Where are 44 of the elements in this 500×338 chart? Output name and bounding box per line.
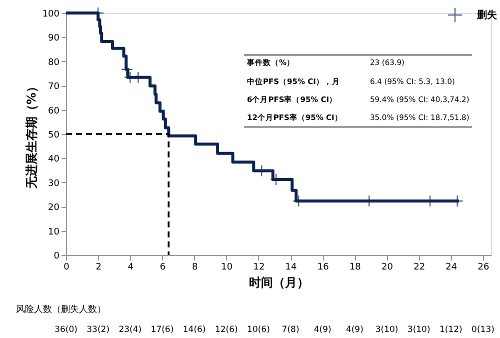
text: 23(4)	[118, 325, 142, 335]
text: 0(13)	[472, 325, 494, 335]
text: 14(6)	[182, 325, 206, 335]
text: 3(10)	[407, 325, 430, 335]
x-tick-label: 16	[317, 262, 330, 272]
x-tick-label: 10	[221, 262, 233, 272]
x-tick-label: 18	[349, 262, 362, 272]
y-tick-label: 70	[48, 82, 60, 92]
y-tick-label: 50	[48, 130, 60, 140]
y-tick-label: 40	[48, 154, 60, 165]
y-tick-label: 30	[48, 178, 60, 189]
y-axis-title: 无进展生存期（%）	[24, 80, 38, 190]
y-tick-label: 0	[54, 252, 60, 262]
y-tick-label: 60	[48, 106, 60, 116]
text: 1(12)	[439, 325, 462, 335]
text: 4(9)	[346, 325, 364, 335]
text: 7(8)	[282, 325, 300, 335]
x-tick-label: 2	[96, 262, 102, 272]
x-tick-label: 14	[285, 262, 298, 272]
x-tick-label: 26	[478, 262, 490, 272]
y-tick-label: 10	[48, 227, 60, 238]
x-tick-label: 4	[128, 262, 134, 272]
text: 风险人数（删失人数）	[16, 304, 106, 315]
text: 10(6)	[247, 325, 270, 335]
y-tick-label: 80	[48, 58, 60, 68]
x-tick-label: 24	[446, 262, 458, 272]
text: 4(9)	[314, 325, 332, 335]
x-tick-label: 6	[160, 262, 166, 272]
text: 36(0)	[54, 325, 78, 335]
y-tick-label: 90	[48, 34, 60, 44]
text: 3(10)	[375, 325, 398, 335]
y-tick-label: 100	[42, 10, 60, 20]
y-tick-label: 20	[48, 203, 60, 214]
text: 33(2)	[86, 325, 110, 335]
x-tick-label: 0	[64, 262, 70, 272]
x-tick-label: 8	[192, 262, 198, 272]
x-tick-label: 20	[382, 262, 394, 272]
x-tick-label: 12	[253, 262, 265, 272]
text: 17(6)	[150, 325, 174, 335]
x-axis-title: 时间（月）	[249, 276, 309, 290]
legend-label: 删失	[476, 9, 498, 21]
text: 12(6)	[214, 325, 238, 335]
point	[120, 63, 134, 76]
x-tick-label: 22	[414, 262, 426, 272]
